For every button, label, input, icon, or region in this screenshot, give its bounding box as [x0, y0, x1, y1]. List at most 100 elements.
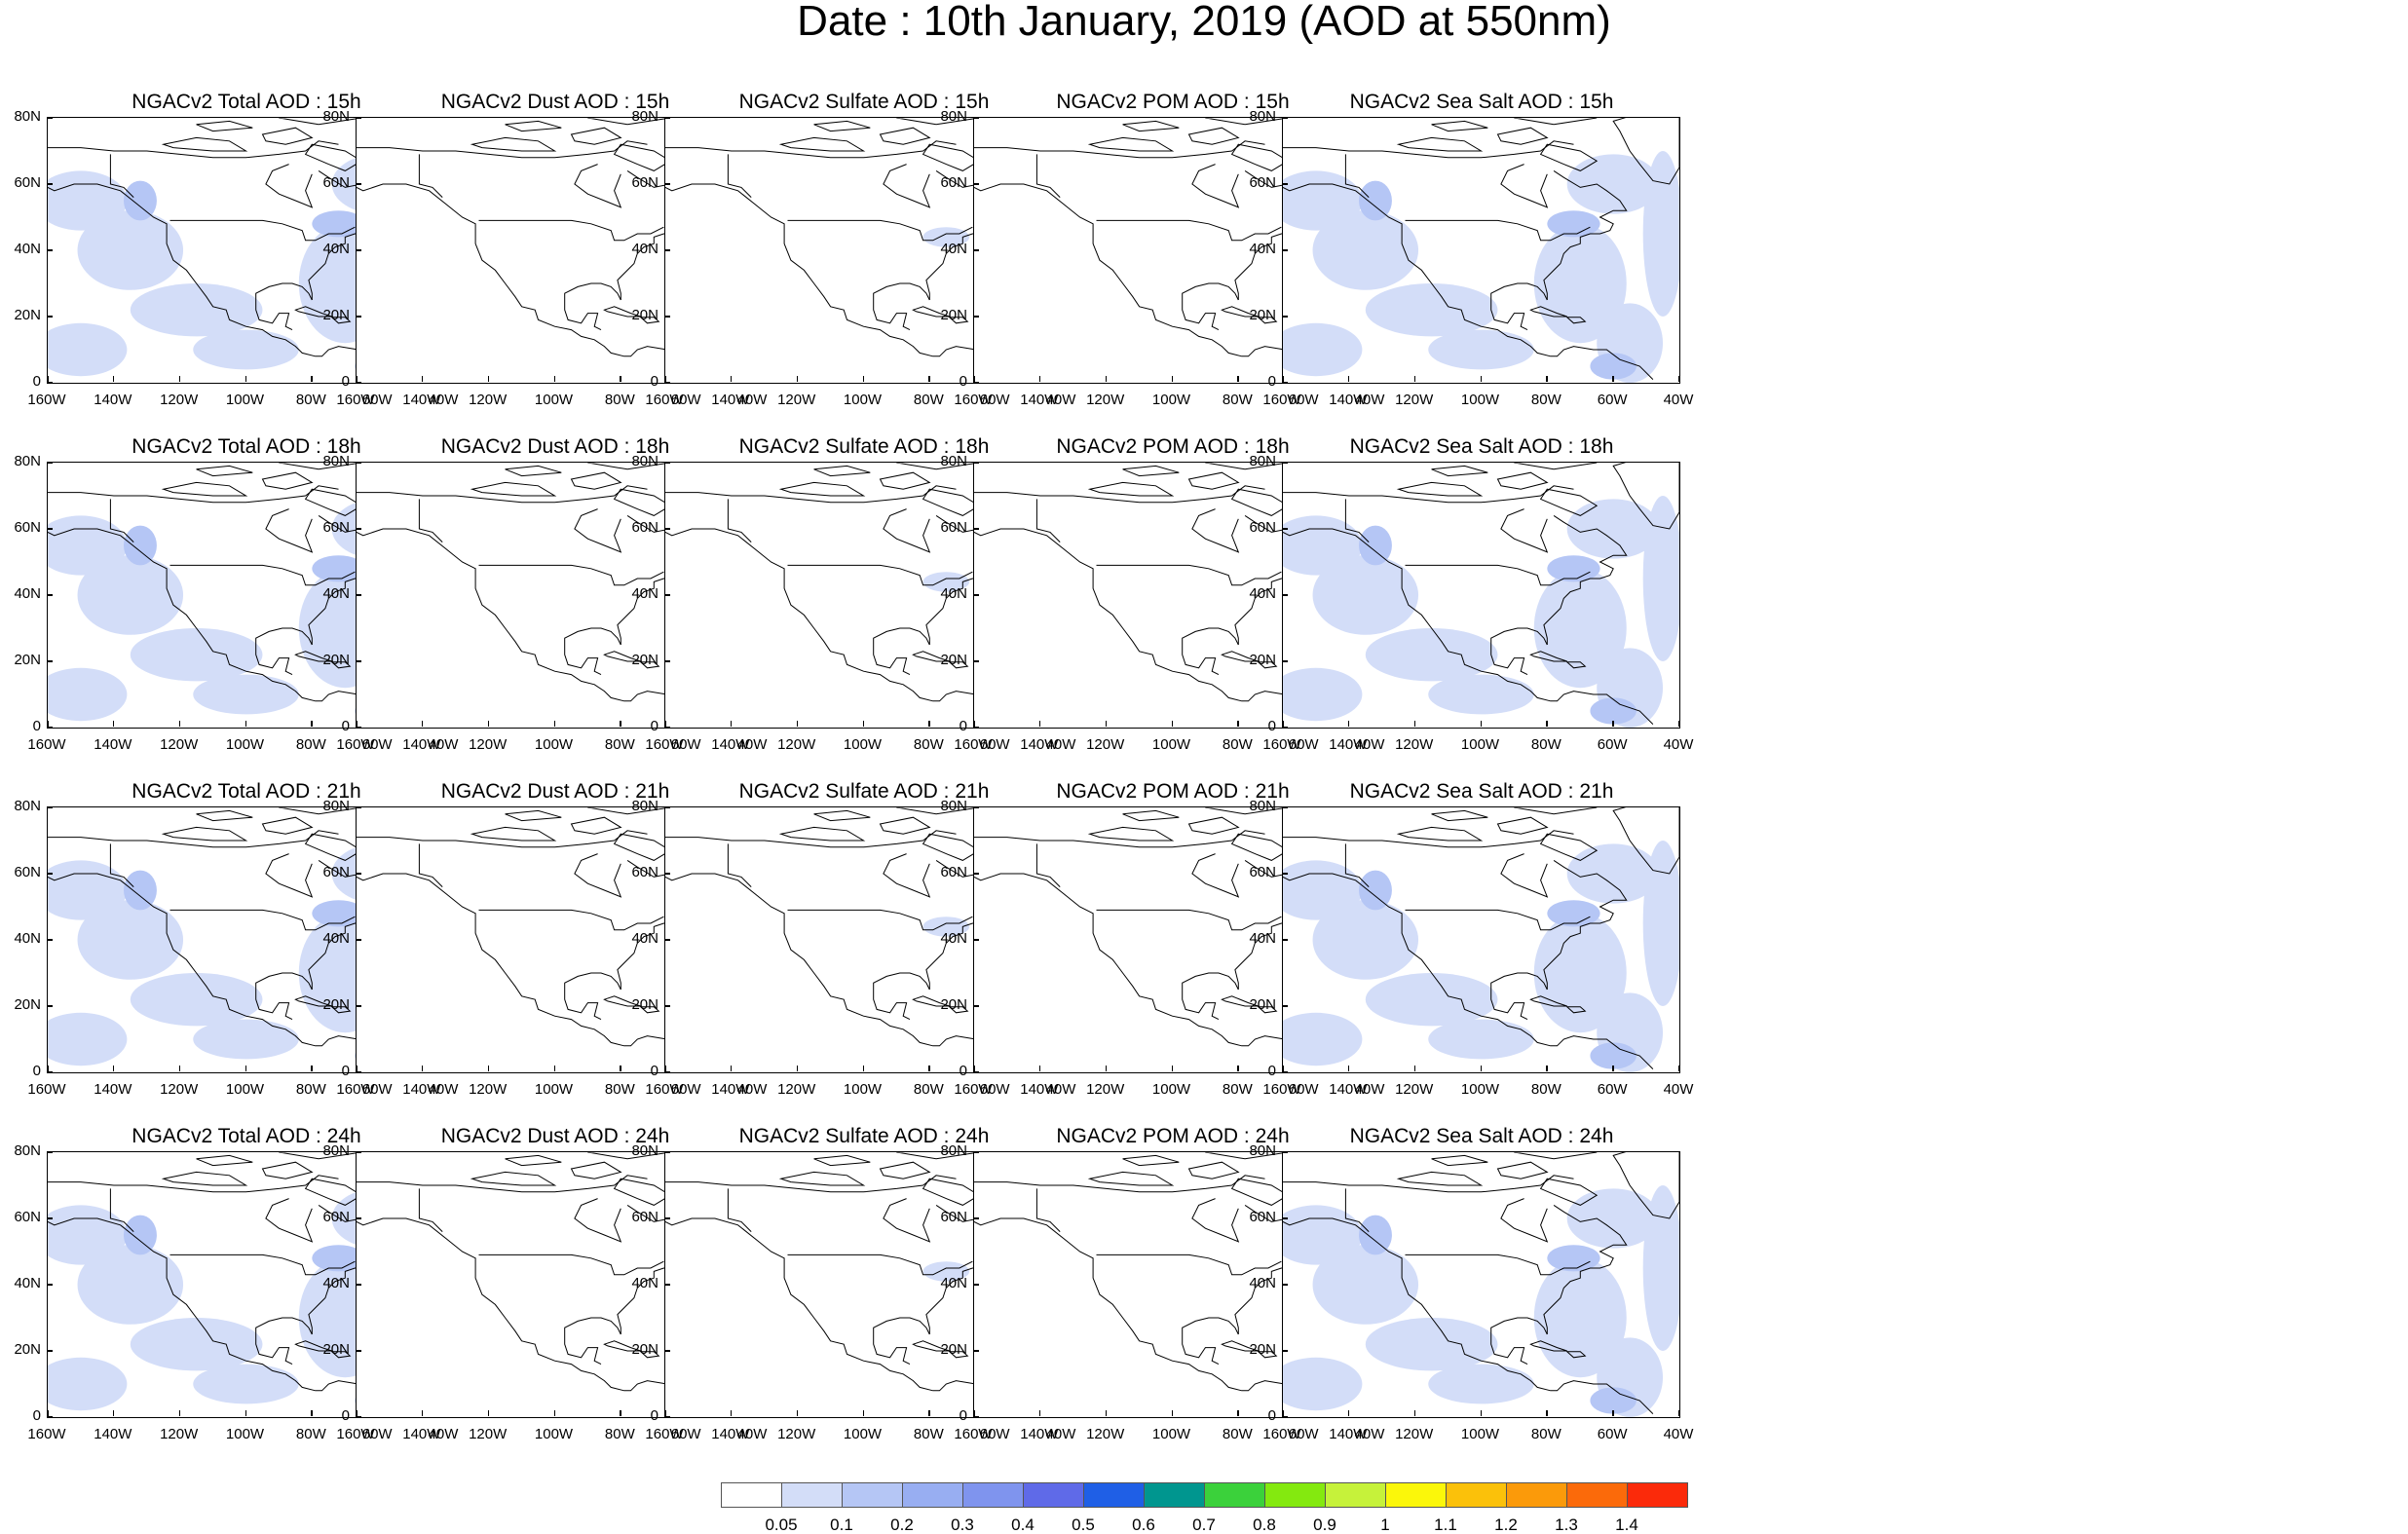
aod-shade-light [1566, 154, 1660, 214]
coastline-gulf [255, 972, 313, 1021]
aod-shade-mid [124, 870, 157, 911]
lat-tick [356, 1151, 361, 1153]
panel-title: NGACv2 Total AOD : 18h [132, 435, 361, 458]
map-svg [665, 463, 1062, 725]
arctic-island [505, 809, 562, 822]
lat-tick [1282, 1350, 1288, 1352]
lon-tick-label: 140W [94, 736, 132, 753]
aod-shade-light [130, 283, 263, 337]
arctic-island [1539, 833, 1599, 861]
lon-tick-label: 100W [1151, 1081, 1191, 1098]
lat-tick-label: 60N [322, 1209, 350, 1225]
lat-tick [664, 1071, 670, 1073]
lon-tick [1546, 1066, 1548, 1071]
colorbar-label: 1.3 [1555, 1515, 1578, 1534]
lat-tick-label: 0 [32, 718, 41, 734]
lat-tick [1282, 1416, 1288, 1418]
lon-tick-label: 140W [94, 392, 132, 408]
lon-tick-label: 160W [1262, 736, 1301, 753]
lat-tick-label: 40N [14, 585, 41, 602]
colorbar-label: 0.6 [1132, 1515, 1155, 1534]
lat-tick [47, 1005, 53, 1007]
lat-tick [47, 1071, 53, 1073]
lat-tick [973, 660, 979, 662]
island-hispaniola [330, 317, 352, 324]
alaska-border [727, 1188, 752, 1232]
lat-tick-label: 40N [631, 1275, 658, 1291]
lon-tick-label: 120W [469, 1426, 508, 1442]
lon-tick-label: 80W [604, 1081, 635, 1098]
lat-tick [1282, 660, 1288, 662]
island-cuba [1529, 306, 1567, 318]
lon-tick-label: 40W [1354, 736, 1385, 753]
coastline-west [974, 1217, 1345, 1414]
lon-tick-label: 120W [1395, 736, 1434, 753]
arctic-island [1431, 809, 1488, 822]
aod-shade-light [77, 1245, 184, 1325]
colorbar-label: 1.2 [1494, 1515, 1518, 1534]
lat-tick-label: 0 [1267, 1063, 1276, 1079]
arctic-island [1087, 826, 1175, 842]
lon-tick [1282, 1066, 1284, 1071]
lon-tick [1678, 1066, 1680, 1071]
lat-tick-label: 40N [1249, 930, 1276, 947]
aod-shade-light [1312, 900, 1419, 980]
lon-tick-label: 40W [1663, 1426, 1694, 1442]
coastline-west [48, 183, 419, 380]
lon-tick-label: 160W [336, 1081, 375, 1098]
lat-tick [47, 1284, 53, 1286]
colorbar-label: 1 [1380, 1515, 1390, 1534]
lon-tick [112, 1066, 115, 1071]
lon-tick-label: 80W [295, 1426, 326, 1442]
panel-title: NGACv2 Dust AOD : 18h [440, 435, 670, 458]
lon-tick [421, 376, 424, 382]
colorbar-label: 0.8 [1253, 1515, 1276, 1534]
arctic-island [922, 833, 981, 861]
coastline-gulf [1182, 1317, 1239, 1366]
alaska-border [1344, 843, 1370, 887]
lat-tick-label: 60N [322, 864, 350, 880]
lon-tick-label: 100W [534, 1081, 574, 1098]
lat-tick-label: 80N [322, 1142, 350, 1159]
arctic-island [1514, 1152, 1598, 1160]
map-plot-area [1282, 117, 1680, 384]
colorbar-swatch [1144, 1482, 1205, 1508]
lat-tick-label: 0 [959, 1063, 967, 1079]
lat-tick [356, 594, 361, 596]
lon-tick [730, 376, 733, 382]
lon-tick-label: 120W [777, 1426, 816, 1442]
lat-tick-label: 20N [940, 652, 967, 668]
us-canada-border [169, 219, 356, 242]
lat-tick-label: 80N [14, 453, 41, 469]
colorbar-swatch [1627, 1482, 1688, 1508]
lon-tick-label: 40W [736, 392, 768, 408]
lon-tick-label: 60W [979, 1081, 1010, 1098]
coastline-gulf [873, 627, 930, 676]
lon-tick-label: 60W [361, 1426, 393, 1442]
arctic-island [1205, 1152, 1289, 1160]
lon-tick [178, 721, 181, 727]
coastline-west [357, 1217, 728, 1414]
lat-tick [664, 1284, 670, 1286]
arctic-island [778, 136, 866, 152]
arctic-island [896, 463, 980, 470]
lon-tick-label: 160W [27, 392, 66, 408]
lon-tick-label: 80W [1530, 736, 1561, 753]
lon-tick [862, 376, 864, 382]
lon-tick [862, 1066, 864, 1071]
lon-tick-label: 160W [1262, 1081, 1301, 1098]
arctic-island [1496, 1161, 1549, 1179]
coastline-gulf [1490, 627, 1548, 676]
lat-tick [356, 117, 361, 119]
lon-tick [1678, 376, 1680, 382]
lon-tick [796, 721, 799, 727]
lon-tick [1612, 1066, 1614, 1071]
island-hispaniola [639, 1006, 660, 1014]
lon-tick [1546, 376, 1548, 382]
coastline-hudson-bay [1191, 164, 1240, 208]
aod-shade-light [1365, 973, 1498, 1027]
alaska-border [727, 154, 752, 198]
lat-tick-label: 80N [322, 453, 350, 469]
island-hispaniola [1565, 1006, 1587, 1014]
